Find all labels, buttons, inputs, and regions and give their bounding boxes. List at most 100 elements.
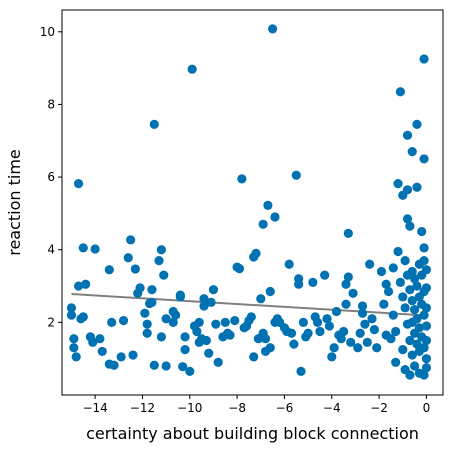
data-point [78,312,88,322]
data-point [402,130,413,140]
data-point [286,328,297,338]
data-point [159,270,169,280]
y-tick-label: 8 [47,97,55,111]
data-point [419,310,429,320]
data-point [372,343,382,353]
data-point [237,174,247,184]
data-point [66,310,77,320]
data-point [388,263,398,273]
data-point [211,319,221,329]
data-point [260,334,271,344]
data-point [284,259,294,269]
data-point [220,317,230,327]
x-tick-label: −4 [323,401,341,415]
data-point [128,350,138,360]
x-tick-label: 0 [423,401,431,415]
regression-line [71,293,427,317]
x-tick-label: −2 [370,401,388,415]
data-point [402,214,413,224]
data-point [393,179,403,189]
data-point [69,343,79,353]
data-point [185,366,195,376]
data-point [154,256,164,266]
data-point [414,323,424,333]
y-tick-label: 10 [40,25,55,39]
data-point [419,256,429,266]
x-tick-label: −8 [228,401,246,415]
data-point [312,317,323,327]
data-point [161,314,171,324]
data-point [90,244,100,254]
data-point [412,119,422,130]
data-point [320,270,330,280]
data-point [116,352,126,362]
data-point [379,299,389,309]
points-layer [66,24,432,380]
data-point [73,281,84,291]
data-point [398,344,408,355]
data-point [407,147,417,157]
y-tick-label: 4 [47,243,55,257]
data-point [421,363,432,373]
data-point [147,285,157,295]
data-point [386,334,396,344]
data-point [407,350,417,360]
data-point [199,301,209,311]
data-point [410,305,420,315]
data-point [339,326,349,337]
data-point [142,319,152,329]
data-point [346,337,356,347]
data-point [109,360,119,370]
data-point [407,295,417,306]
data-point [348,288,358,298]
data-point [294,279,304,289]
data-point [289,339,299,349]
data-point [362,337,372,347]
data-point [95,334,105,344]
data-point [421,354,432,364]
data-point [405,370,415,380]
data-point [421,303,432,313]
data-point [168,317,178,327]
data-point [367,314,377,324]
data-point [180,332,190,342]
data-point [355,328,365,338]
plot-frame [61,9,444,396]
data-point [265,343,275,353]
data-point [410,361,420,371]
data-point [412,281,422,291]
data-point [419,54,429,64]
regression-layer [71,293,427,317]
data-point [268,24,278,34]
data-point [308,277,318,288]
data-point [322,314,332,324]
data-point [213,357,223,367]
data-point [412,182,422,192]
data-point [365,259,375,269]
data-point [249,352,259,362]
y-axis-label: reaction time [5,149,24,256]
data-point [388,310,398,320]
data-point [421,265,432,275]
data-point [156,245,166,255]
data-point [412,314,422,324]
data-point [405,221,415,231]
data-point [230,315,240,326]
data-point [246,312,256,322]
data-point [73,179,84,189]
data-point [421,321,432,331]
data-point [421,283,432,293]
data-point [341,279,351,289]
data-point [194,317,204,327]
data-point [376,266,387,277]
data-point [407,266,417,277]
data-point [161,361,171,371]
data-point [357,301,368,311]
data-point [419,243,429,253]
data-point [391,357,401,367]
data-point [78,243,88,253]
data-point [419,154,429,164]
data-point [130,264,140,274]
